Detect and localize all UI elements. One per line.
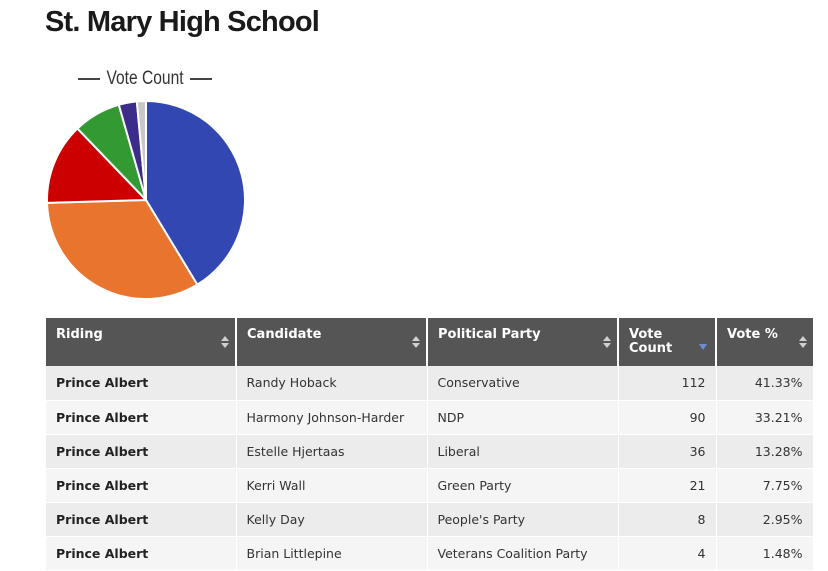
header-candidate-label: Candidate	[247, 327, 322, 342]
cell-party: Conservative	[427, 366, 619, 401]
pie-slice-veterans-coalition-party[interactable]	[135, 100, 147, 201]
header-vote-pct-label: Vote %	[727, 327, 778, 342]
pie-slice-ndp[interactable]	[46, 199, 199, 300]
page-title: St. Mary High School	[45, 6, 320, 38]
table-header-row: Riding Candidate Political Party Vote Co…	[46, 318, 813, 366]
sort-icon[interactable]	[221, 336, 229, 349]
table-row: Prince Albert Kerri Wall Green Party 21 7.75…	[46, 468, 814, 503]
cell-riding: Prince Albert	[46, 502, 237, 537]
cell-riding: Prince Albert	[46, 468, 237, 503]
header-party-label: Political Party	[438, 327, 541, 342]
header-vote-count[interactable]: Vote Count	[618, 318, 717, 366]
cell-party: Green Party	[427, 468, 619, 503]
cell-riding: Prince Albert	[46, 400, 237, 435]
cell-vote-count: 90	[618, 400, 717, 435]
chart-title: Vote Count	[106, 68, 184, 89]
cell-vote-count: 112	[618, 366, 717, 401]
header-riding[interactable]: Riding	[46, 318, 237, 366]
cell-party: People's Party	[427, 502, 619, 537]
cell-vote-count: 8	[618, 502, 717, 537]
pie-slice-liberal[interactable]	[46, 127, 147, 204]
sort-icon[interactable]	[603, 336, 611, 349]
table-row: Prince Albert Brian Littlepine Veterans Co…	[46, 536, 814, 571]
sort-icon[interactable]	[412, 336, 420, 349]
header-vote-count-label: Vote Count	[629, 327, 673, 356]
cell-party: Veterans Coalition Party	[427, 536, 619, 571]
cell-candidate: Kelly Day	[236, 502, 428, 537]
cell-candidate: Brian Littlepine	[236, 536, 428, 571]
table-row: Prince Albert Kelly Day People's Party 8 2.9…	[46, 502, 814, 537]
cell-riding: Prince Albert	[46, 434, 237, 469]
table-row: Prince Albert Harmony Johnson-Harder NDP 90…	[46, 400, 814, 435]
cell-vote-pct: 1.48%	[716, 536, 814, 571]
results-table: Riding Candidate Political Party Vote Co…	[46, 318, 814, 571]
table-row: Prince Albert Randy Hoback Conservative 112…	[46, 366, 814, 401]
header-party[interactable]: Political Party	[427, 318, 619, 366]
header-riding-label: Riding	[56, 327, 103, 342]
cell-vote-count: 4	[618, 536, 717, 571]
chart-title-rule-left	[78, 78, 100, 80]
cell-vote-pct: 41.33%	[716, 366, 814, 401]
cell-candidate: Estelle Hjertaas	[236, 434, 428, 469]
vote-count-pie-chart	[46, 100, 246, 300]
sort-descending-icon[interactable]	[699, 344, 707, 350]
sort-icon[interactable]	[799, 336, 807, 349]
cell-vote-count: 36	[618, 434, 717, 469]
chart-title-rule-right	[190, 78, 213, 80]
cell-candidate: Harmony Johnson-Harder	[236, 400, 428, 435]
cell-vote-pct: 33.21%	[716, 400, 814, 435]
cell-vote-pct: 13.28%	[716, 434, 814, 469]
cell-party: NDP	[427, 400, 619, 435]
cell-candidate: Kerri Wall	[236, 468, 428, 503]
header-vote-pct[interactable]: Vote %	[716, 318, 813, 366]
cell-riding: Prince Albert	[46, 536, 237, 571]
cell-riding: Prince Albert	[46, 366, 237, 401]
chart-title-row: Vote Count	[78, 67, 213, 91]
table-row: Prince Albert Estelle Hjertaas Liberal 36 13…	[46, 434, 814, 469]
cell-party: Liberal	[427, 434, 619, 469]
cell-vote-pct: 7.75%	[716, 468, 814, 503]
pie-slice-conservative[interactable]	[145, 100, 246, 286]
cell-candidate: Randy Hoback	[236, 366, 428, 401]
cell-vote-pct: 2.95%	[716, 502, 814, 537]
cell-vote-count: 21	[618, 468, 717, 503]
header-candidate[interactable]: Candidate	[236, 318, 428, 366]
